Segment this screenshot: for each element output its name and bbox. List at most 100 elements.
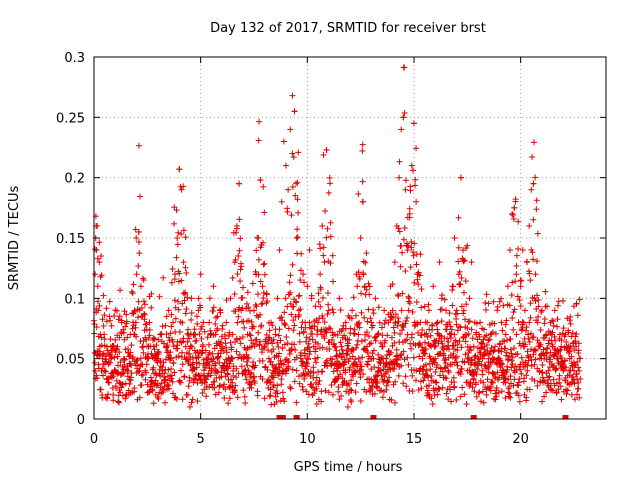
data-point (140, 338, 147, 345)
data-point (370, 355, 377, 362)
data-point (440, 343, 447, 350)
data-point (526, 222, 533, 229)
data-point (393, 360, 400, 367)
data-point (216, 307, 223, 314)
data-point (124, 334, 131, 341)
data-point (456, 323, 463, 330)
data-point (412, 377, 419, 384)
data-point (440, 352, 447, 359)
data-point (526, 353, 533, 360)
data-point (139, 371, 146, 378)
data-point (413, 145, 420, 152)
data-point (92, 367, 99, 374)
data-point (259, 283, 266, 290)
data-point (500, 302, 507, 309)
data-point (494, 303, 501, 310)
data-point (532, 271, 539, 278)
data-point (460, 247, 467, 254)
data-point (397, 354, 404, 361)
data-point (487, 331, 494, 338)
data-point (546, 373, 553, 380)
data-point (296, 338, 303, 345)
data-point (408, 244, 415, 251)
data-point (550, 318, 557, 325)
data-point (526, 270, 533, 277)
data-point (541, 320, 548, 327)
data-point (509, 354, 516, 361)
data-point (171, 297, 178, 304)
data-point (232, 382, 239, 389)
data-point (285, 365, 292, 372)
data-point (297, 349, 304, 356)
data-point (319, 315, 326, 322)
data-point (247, 307, 254, 314)
data-point (519, 318, 526, 325)
data-point (163, 313, 170, 320)
data-point (306, 247, 313, 254)
data-point (410, 249, 417, 256)
data-point (355, 355, 362, 362)
x-tick-label: 10 (299, 432, 316, 447)
data-point (200, 367, 207, 374)
data-point (418, 385, 425, 392)
data-point (218, 373, 225, 380)
data-point (438, 295, 445, 302)
data-point (329, 356, 336, 363)
data-point (129, 325, 136, 332)
data-point (437, 372, 444, 379)
data-point (522, 327, 529, 334)
data-point (493, 385, 500, 392)
data-point (366, 379, 373, 386)
data-point (498, 295, 505, 302)
data-point (353, 344, 360, 351)
data-point (290, 303, 297, 310)
data-point (132, 324, 139, 331)
data-point (505, 376, 512, 383)
data-point (102, 356, 109, 363)
data-point (141, 310, 148, 317)
data-point (508, 364, 515, 371)
data-point (167, 355, 174, 362)
data-point (573, 301, 580, 308)
data-point (480, 379, 487, 386)
data-point (512, 278, 519, 285)
data-point (183, 269, 190, 276)
data-point (165, 334, 172, 341)
data-point (114, 343, 121, 350)
data-point (388, 334, 395, 341)
data-point (116, 349, 123, 356)
data-point (466, 295, 473, 302)
data-point (430, 283, 437, 290)
data-point (108, 322, 115, 329)
data-point (142, 301, 149, 308)
plot-frame (93, 56, 607, 420)
data-point (291, 108, 298, 115)
data-point (274, 339, 281, 346)
y-tick-label: 0.2 (64, 172, 85, 187)
data-point (317, 271, 324, 278)
data-point (393, 222, 400, 229)
data-point (173, 354, 180, 361)
data-point (153, 342, 160, 349)
data-point (462, 278, 469, 285)
data-point (396, 158, 403, 165)
data-point (217, 339, 224, 346)
data-point (559, 330, 566, 337)
data-point (327, 260, 334, 267)
data-point (272, 393, 279, 400)
data-point (260, 295, 267, 302)
data-point (556, 347, 563, 354)
data-point (484, 376, 491, 383)
data-point (385, 319, 392, 326)
data-point (289, 261, 296, 268)
data-point (93, 324, 100, 331)
data-point (483, 291, 490, 298)
data-point (300, 271, 307, 278)
data-point (280, 395, 287, 402)
data-point (479, 367, 486, 374)
data-point (523, 394, 530, 401)
data-point (560, 297, 567, 304)
data-point (468, 259, 475, 266)
data-point (134, 356, 141, 363)
data-point (150, 400, 157, 407)
